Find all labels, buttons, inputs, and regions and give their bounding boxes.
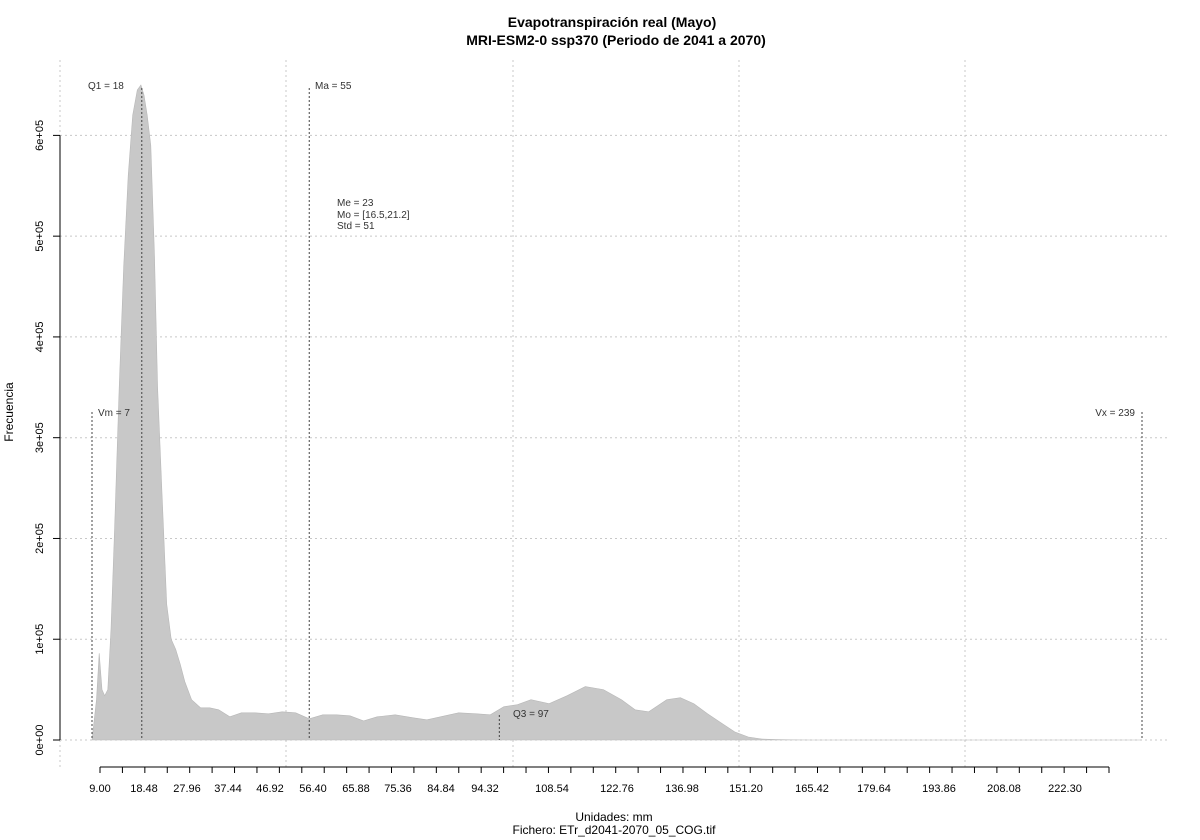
x-tick-label: 56.40: [299, 783, 327, 795]
me-label: Me = 23: [337, 198, 374, 209]
x-tick-label: 18.48: [130, 783, 158, 795]
y-tick-label: 6e+05: [34, 120, 46, 151]
x-tick-label: 27.96: [173, 783, 201, 795]
chart-title: Evapotranspiración real (Mayo): [508, 14, 717, 30]
y-tick-label: 2e+05: [34, 523, 46, 554]
x-tick-label: 94.32: [471, 783, 499, 795]
density-area: [91, 84, 1142, 741]
x-tick-label: 46.92: [256, 783, 284, 795]
x-tick-label: 208.08: [987, 783, 1021, 795]
x-tick-label: 151.20: [729, 783, 763, 795]
statistic-markers: [91, 88, 1143, 740]
vm-label: Vm = 7: [98, 408, 130, 419]
density-area-layer: [91, 84, 1142, 741]
q1-label: Q1 = 18: [88, 81, 124, 92]
x-tick-label: 122.76: [600, 783, 634, 795]
y-axis-title: Frecuencia: [2, 382, 16, 442]
x-tick-label: 84.84: [427, 783, 455, 795]
y-tick-label: 4e+05: [34, 321, 46, 352]
x-tick-label: 9.00: [89, 783, 110, 795]
x-tick-label: 37.44: [214, 783, 242, 795]
std-label: Std = 51: [337, 221, 375, 232]
x-tick-label: 65.88: [342, 783, 370, 795]
y-tick-label: 3e+05: [34, 422, 46, 453]
x-tick-label: 179.64: [857, 783, 891, 795]
x-tick-label: 136.98: [665, 783, 699, 795]
file-caption: Fichero: ETr_d2041-2070_05_COG.tif: [513, 823, 717, 837]
q3-label: Q3 = 97: [513, 709, 549, 720]
y-tick-label: 5e+05: [34, 221, 46, 252]
axes: 0e+00 1e+05 2e+05 3e+05 4e+05 5e+05 6e+05 9.00 1…: [34, 120, 1110, 795]
x-tick-label: 108.54: [535, 783, 569, 795]
x-tick-label: 193.86: [922, 783, 956, 795]
chart-subtitle: MRI-ESM2-0 ssp370 (Periodo de 2041 a 207…: [466, 32, 766, 48]
x-tick-label: 75.36: [384, 783, 412, 795]
x-tick-label: 222.30: [1048, 783, 1082, 795]
y-tick-label: 0e+00: [34, 725, 46, 756]
y-tick-label: 1e+05: [34, 624, 46, 655]
grid-lines: [59, 60, 1170, 768]
x-tick-label: 165.42: [795, 783, 829, 795]
vx-label: Vx = 239: [1095, 408, 1135, 419]
ma-label: Ma = 55: [315, 81, 352, 92]
x-axis-title: Unidades: mm: [575, 810, 652, 824]
mo-label: Mo = [16.5,21.2]: [337, 210, 410, 221]
